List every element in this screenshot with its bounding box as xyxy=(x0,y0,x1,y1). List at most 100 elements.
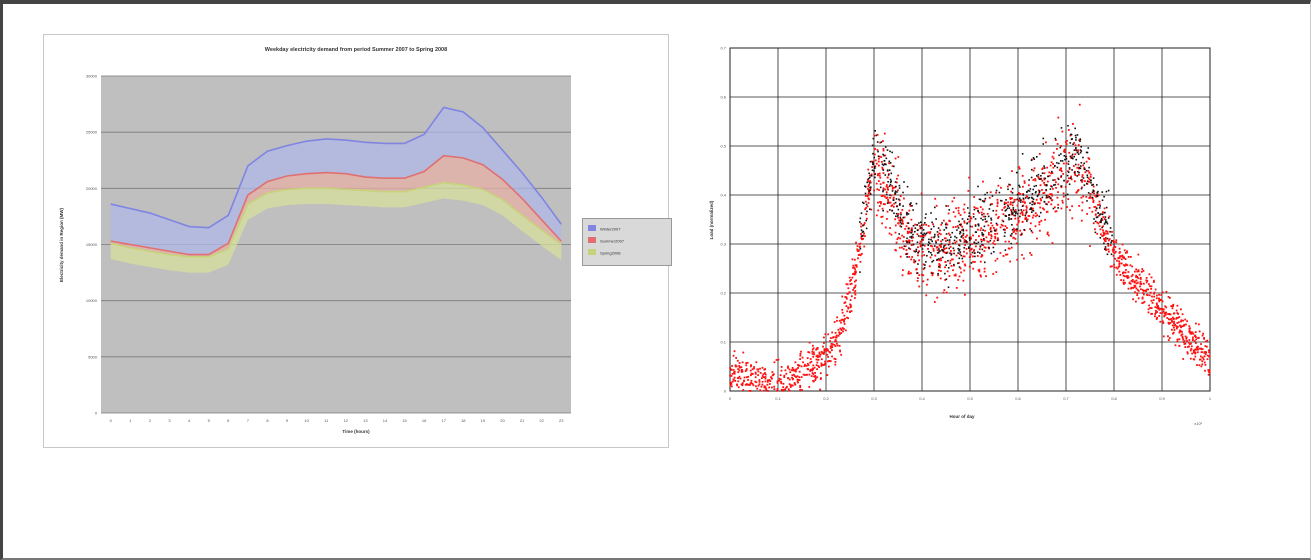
scatter-point xyxy=(916,229,919,232)
scatter-point xyxy=(889,150,891,153)
scatter-point xyxy=(1091,196,1094,199)
scatter-point xyxy=(837,328,840,331)
scatter-point xyxy=(883,132,886,135)
scatter-point xyxy=(733,376,736,379)
scatter-point xyxy=(1197,345,1199,348)
scatter-point xyxy=(1141,268,1144,270)
scatter-point xyxy=(989,191,992,194)
scatter-point xyxy=(1011,213,1013,216)
scatter-point xyxy=(1085,151,1088,154)
scatter-x-tick-label: 0.3 xyxy=(871,396,877,401)
scatter-point xyxy=(784,369,787,372)
scatter-point xyxy=(969,225,972,228)
scatter-point xyxy=(1002,255,1005,257)
scatter-point xyxy=(1104,216,1107,218)
scatter-point xyxy=(1185,336,1188,339)
scatter-point xyxy=(869,186,872,188)
scatter-point xyxy=(1088,166,1090,169)
scatter-point xyxy=(902,248,905,250)
scatter-point xyxy=(1139,285,1141,288)
scatter-point xyxy=(951,231,954,234)
scatter-point xyxy=(1158,297,1160,300)
scatter-point xyxy=(973,252,976,254)
scatter-point xyxy=(1052,184,1055,186)
scatter-point xyxy=(1161,311,1164,314)
scatter-point xyxy=(1139,278,1142,280)
scatter-point xyxy=(816,356,819,359)
scatter-point xyxy=(756,368,759,371)
scatter-point xyxy=(1129,264,1132,267)
scatter-point xyxy=(876,188,879,191)
scatter-point xyxy=(975,231,978,233)
scatter-point xyxy=(806,357,809,359)
scatter-point xyxy=(1021,254,1023,256)
scatter-point xyxy=(1122,281,1125,284)
scatter-point xyxy=(980,240,983,243)
scatter-point xyxy=(820,362,823,365)
scatter-point xyxy=(1107,217,1110,219)
scatter-point xyxy=(1025,209,1028,211)
scatter-point xyxy=(854,284,857,287)
scatter-point xyxy=(945,205,947,207)
scatter-point xyxy=(990,222,993,224)
scatter-point xyxy=(1027,215,1030,217)
scatter-point xyxy=(1135,276,1138,278)
scatter-point xyxy=(844,296,847,298)
scatter-point xyxy=(1096,221,1099,224)
scatter-point xyxy=(797,364,799,366)
scatter-point xyxy=(1089,192,1092,195)
scatter-point xyxy=(951,258,954,261)
x-tick-label: 9 xyxy=(286,418,289,423)
scatter-point xyxy=(938,266,940,268)
scatter-point xyxy=(924,233,927,236)
scatter-point xyxy=(1115,241,1118,244)
scatter-point xyxy=(945,252,948,254)
scatter-point xyxy=(991,224,994,227)
scatter-point xyxy=(1000,186,1002,189)
scatter-point xyxy=(1155,297,1158,300)
scatter-point xyxy=(916,241,919,244)
scatter-point xyxy=(1005,202,1008,204)
scatter-point xyxy=(832,336,835,338)
scatter-point xyxy=(992,227,995,229)
scatter-point xyxy=(929,256,932,259)
scatter-point xyxy=(1106,222,1109,225)
x-axis-ticks: 0 1 2 3 4 5 6 7 8 9 10 11 12 13 14 15 16 17 18 19 20 21 22 23 xyxy=(110,418,565,423)
scatter-point xyxy=(889,162,892,164)
scatter-point xyxy=(944,237,947,240)
scatter-point xyxy=(1182,358,1185,360)
scatter-point xyxy=(1149,307,1152,309)
scatter-point xyxy=(1077,163,1080,166)
scatter-point xyxy=(1085,182,1088,185)
scatter-point xyxy=(943,237,946,240)
scatter-point xyxy=(866,217,868,220)
scatter-point xyxy=(942,246,945,249)
scatter-point xyxy=(1078,167,1081,170)
scatter-point xyxy=(1095,216,1098,219)
scatter-point xyxy=(763,368,766,371)
scatter-point xyxy=(1003,206,1006,209)
scatter-point xyxy=(1139,280,1142,283)
scatter-point xyxy=(804,363,806,366)
scatter-point xyxy=(1113,241,1116,243)
scatter-point xyxy=(1059,169,1062,172)
scatter-point xyxy=(1094,220,1097,223)
scatter-point xyxy=(818,352,821,355)
scatter-point xyxy=(882,187,885,190)
scatter-point xyxy=(1080,179,1082,182)
scatter-point xyxy=(1068,183,1071,186)
scatter-point xyxy=(944,251,947,254)
scatter-point xyxy=(1059,160,1062,162)
scatter-point xyxy=(980,211,983,214)
scatter-point xyxy=(936,296,939,299)
scatter-point xyxy=(1054,183,1056,186)
scatter-point xyxy=(1019,212,1022,215)
scatter-point xyxy=(1014,214,1017,217)
scatter-point xyxy=(1019,193,1022,195)
scatter-point xyxy=(1012,237,1015,239)
scatter-point xyxy=(1194,352,1197,355)
scatter-point xyxy=(941,256,944,259)
scatter-point xyxy=(894,192,897,195)
scatter-point xyxy=(748,389,751,392)
scatter-point xyxy=(959,240,962,242)
